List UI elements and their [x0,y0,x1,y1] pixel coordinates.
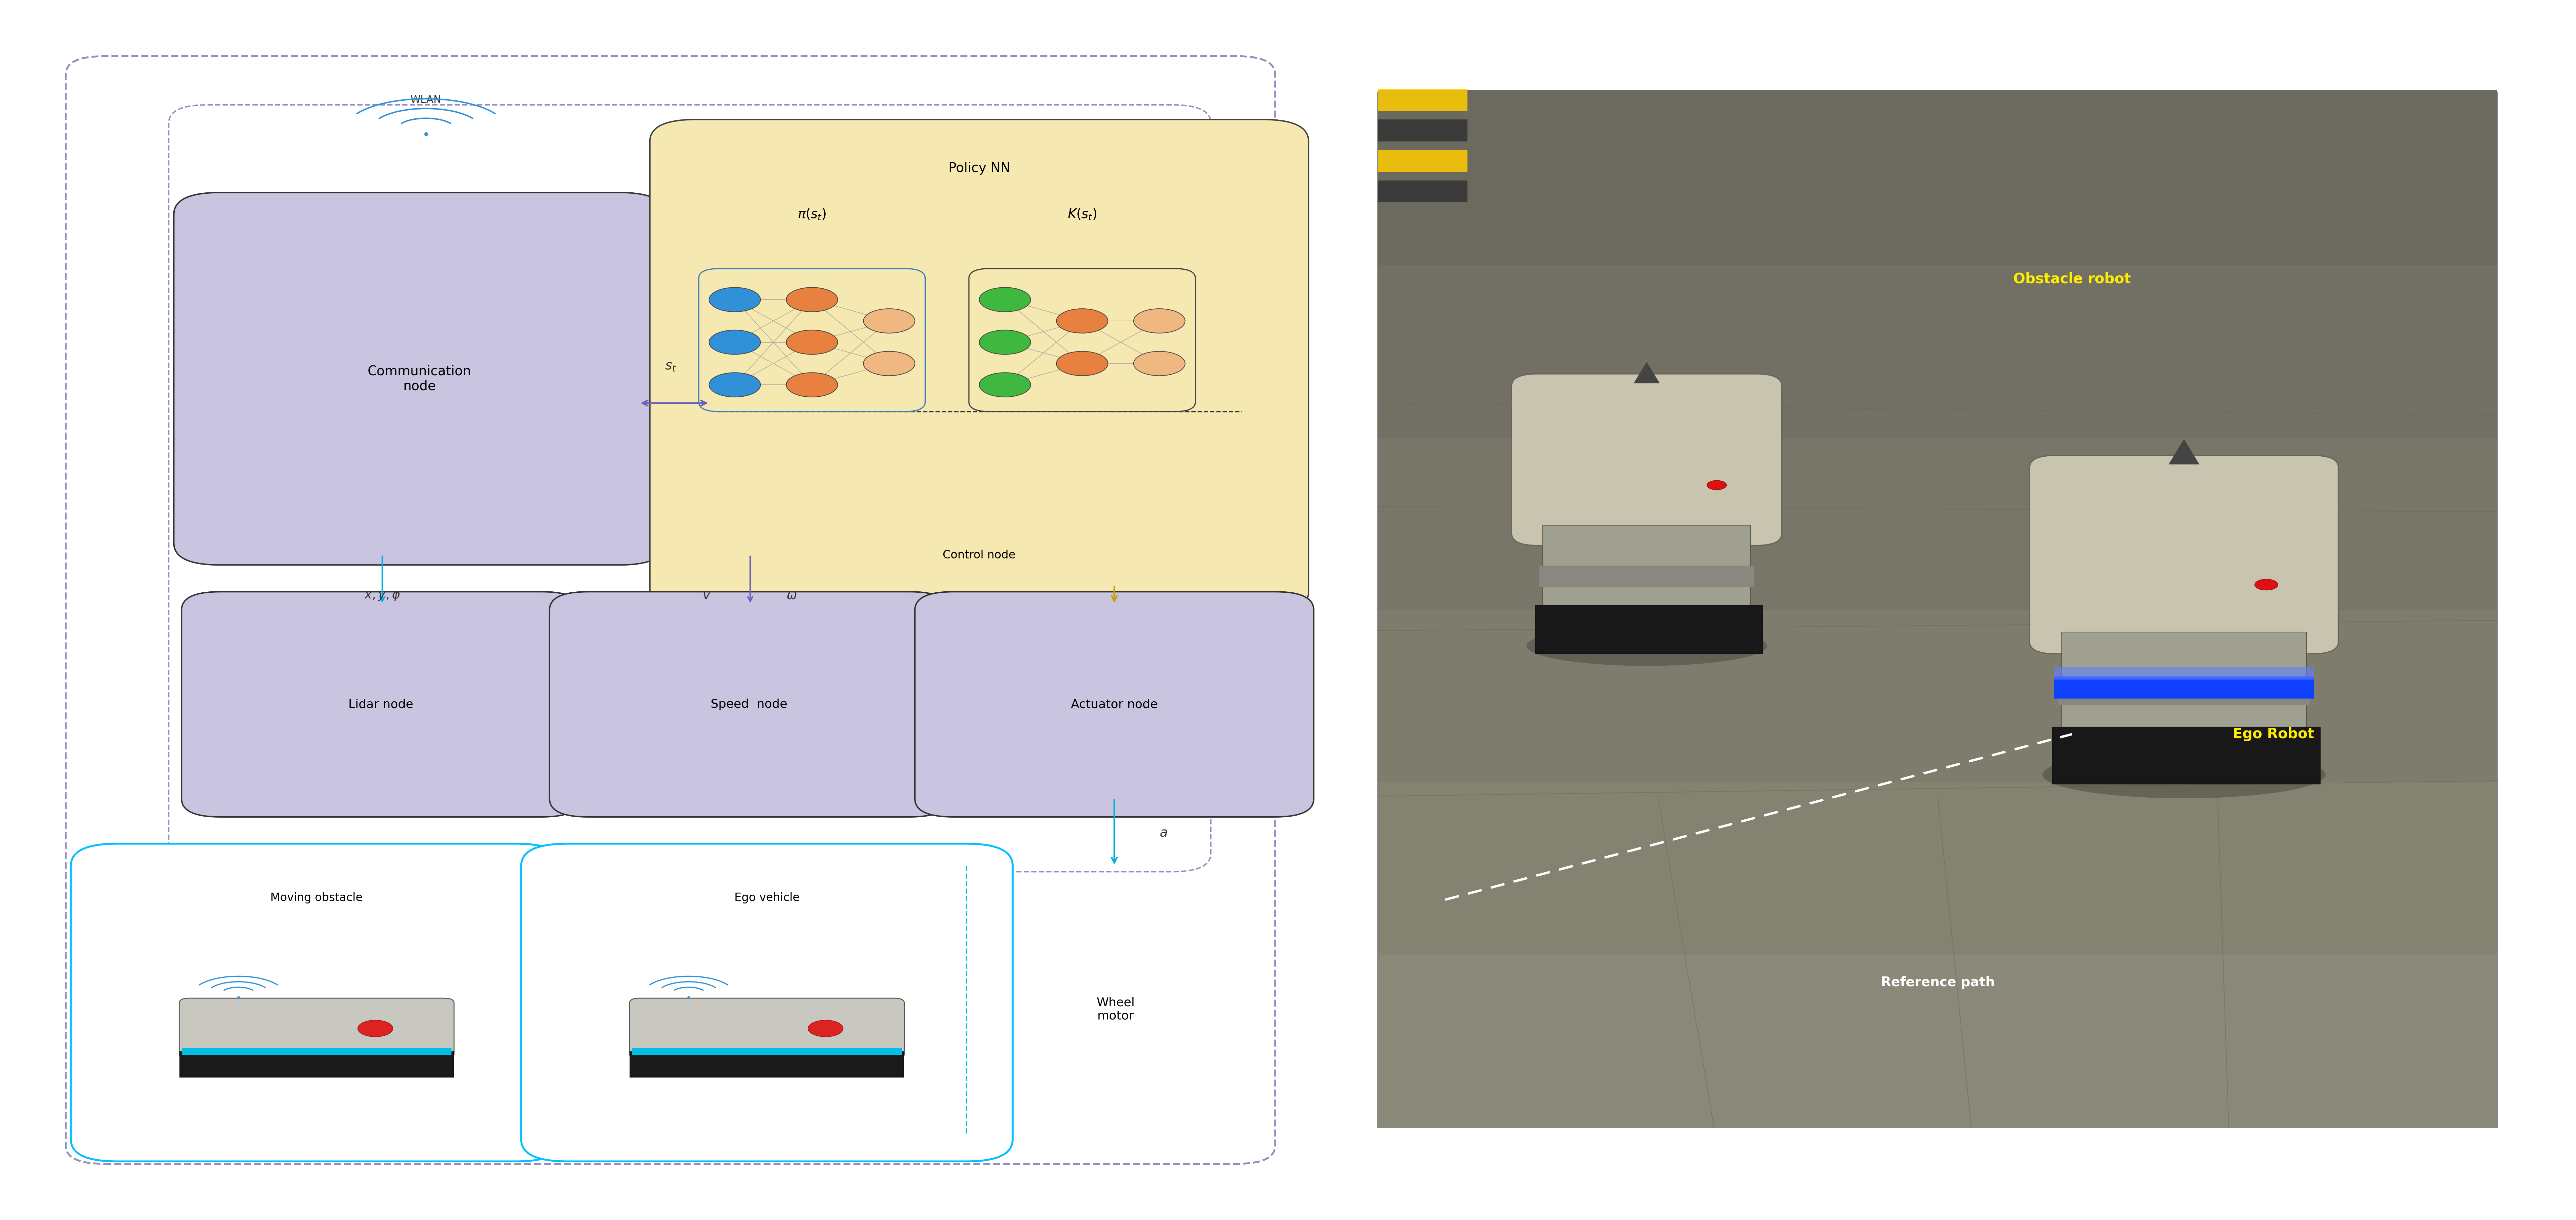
Circle shape [1708,481,1726,489]
Circle shape [863,309,914,333]
Text: Wheel
motor: Wheel motor [1097,997,1136,1021]
Circle shape [863,351,914,376]
Text: Speed  node: Speed node [711,699,788,710]
Text: Ego vehicle: Ego vehicle [734,892,799,904]
FancyBboxPatch shape [520,844,1012,1161]
Polygon shape [1633,362,1659,383]
Circle shape [708,288,760,312]
Circle shape [979,288,1030,312]
Bar [1378,780,2496,955]
FancyBboxPatch shape [2030,455,2339,654]
Bar [2061,632,2306,743]
Text: Control node: Control node [943,550,1015,561]
Circle shape [1133,309,1185,333]
Bar [183,1048,451,1055]
Bar [2058,680,2311,705]
Text: Obstacle robot: Obstacle robot [2014,272,2130,285]
Circle shape [786,331,837,354]
Text: Moving obstacle: Moving obstacle [270,892,363,904]
Bar [1378,120,1468,142]
FancyBboxPatch shape [72,844,562,1161]
Text: $v$: $v$ [703,590,711,601]
Bar [180,1052,453,1077]
Text: Policy NN: Policy NN [948,162,1010,174]
Bar [2053,667,2313,680]
FancyBboxPatch shape [549,592,948,817]
Bar [2053,727,2321,784]
Circle shape [809,1020,842,1037]
Circle shape [979,331,1030,354]
Text: Communication
node: Communication node [368,365,471,393]
Text: $x, y, \varphi$: $x, y, \varphi$ [363,590,399,601]
Bar [1378,90,2496,265]
Circle shape [786,288,837,312]
Ellipse shape [2043,750,2326,798]
Bar [1378,150,1468,172]
FancyBboxPatch shape [914,592,1314,817]
FancyBboxPatch shape [629,998,904,1059]
Circle shape [979,372,1030,396]
Bar [2053,676,2313,699]
Circle shape [358,1020,394,1037]
Circle shape [1056,309,1108,333]
Ellipse shape [1528,626,1767,666]
Text: WLAN: WLAN [410,95,440,105]
Bar [1378,89,1468,111]
FancyBboxPatch shape [1512,373,1783,545]
Text: Lidar node: Lidar node [348,699,412,710]
Text: $a$: $a$ [1159,826,1167,839]
Circle shape [2254,580,2277,590]
Text: Reference path: Reference path [1880,976,1994,989]
Text: $K(s_t)$: $K(s_t)$ [1066,207,1097,221]
Bar [1535,605,1762,654]
Text: Actuator node: Actuator node [1072,699,1157,710]
Bar [1378,953,2496,1127]
Bar [1378,608,2496,782]
Circle shape [1133,351,1185,376]
FancyBboxPatch shape [173,193,665,565]
Bar [1378,262,2496,438]
Circle shape [708,372,760,396]
Circle shape [1056,351,1108,376]
Polygon shape [2169,439,2200,465]
Bar [1378,93,2496,1127]
Text: $\omega$: $\omega$ [786,590,796,601]
FancyBboxPatch shape [180,592,580,817]
Bar [1378,436,2496,610]
Circle shape [708,331,760,354]
Circle shape [786,372,837,396]
FancyBboxPatch shape [180,998,453,1059]
Bar [631,1048,902,1055]
FancyBboxPatch shape [649,120,1309,614]
Bar [1378,181,1468,203]
Bar [1540,565,1754,587]
Text: $\pi(s_t)$: $\pi(s_t)$ [799,207,827,221]
Bar [631,1052,904,1077]
Text: $s_t$: $s_t$ [665,360,675,372]
Text: Ego Robot: Ego Robot [2233,727,2313,742]
Bar [1543,526,1752,619]
